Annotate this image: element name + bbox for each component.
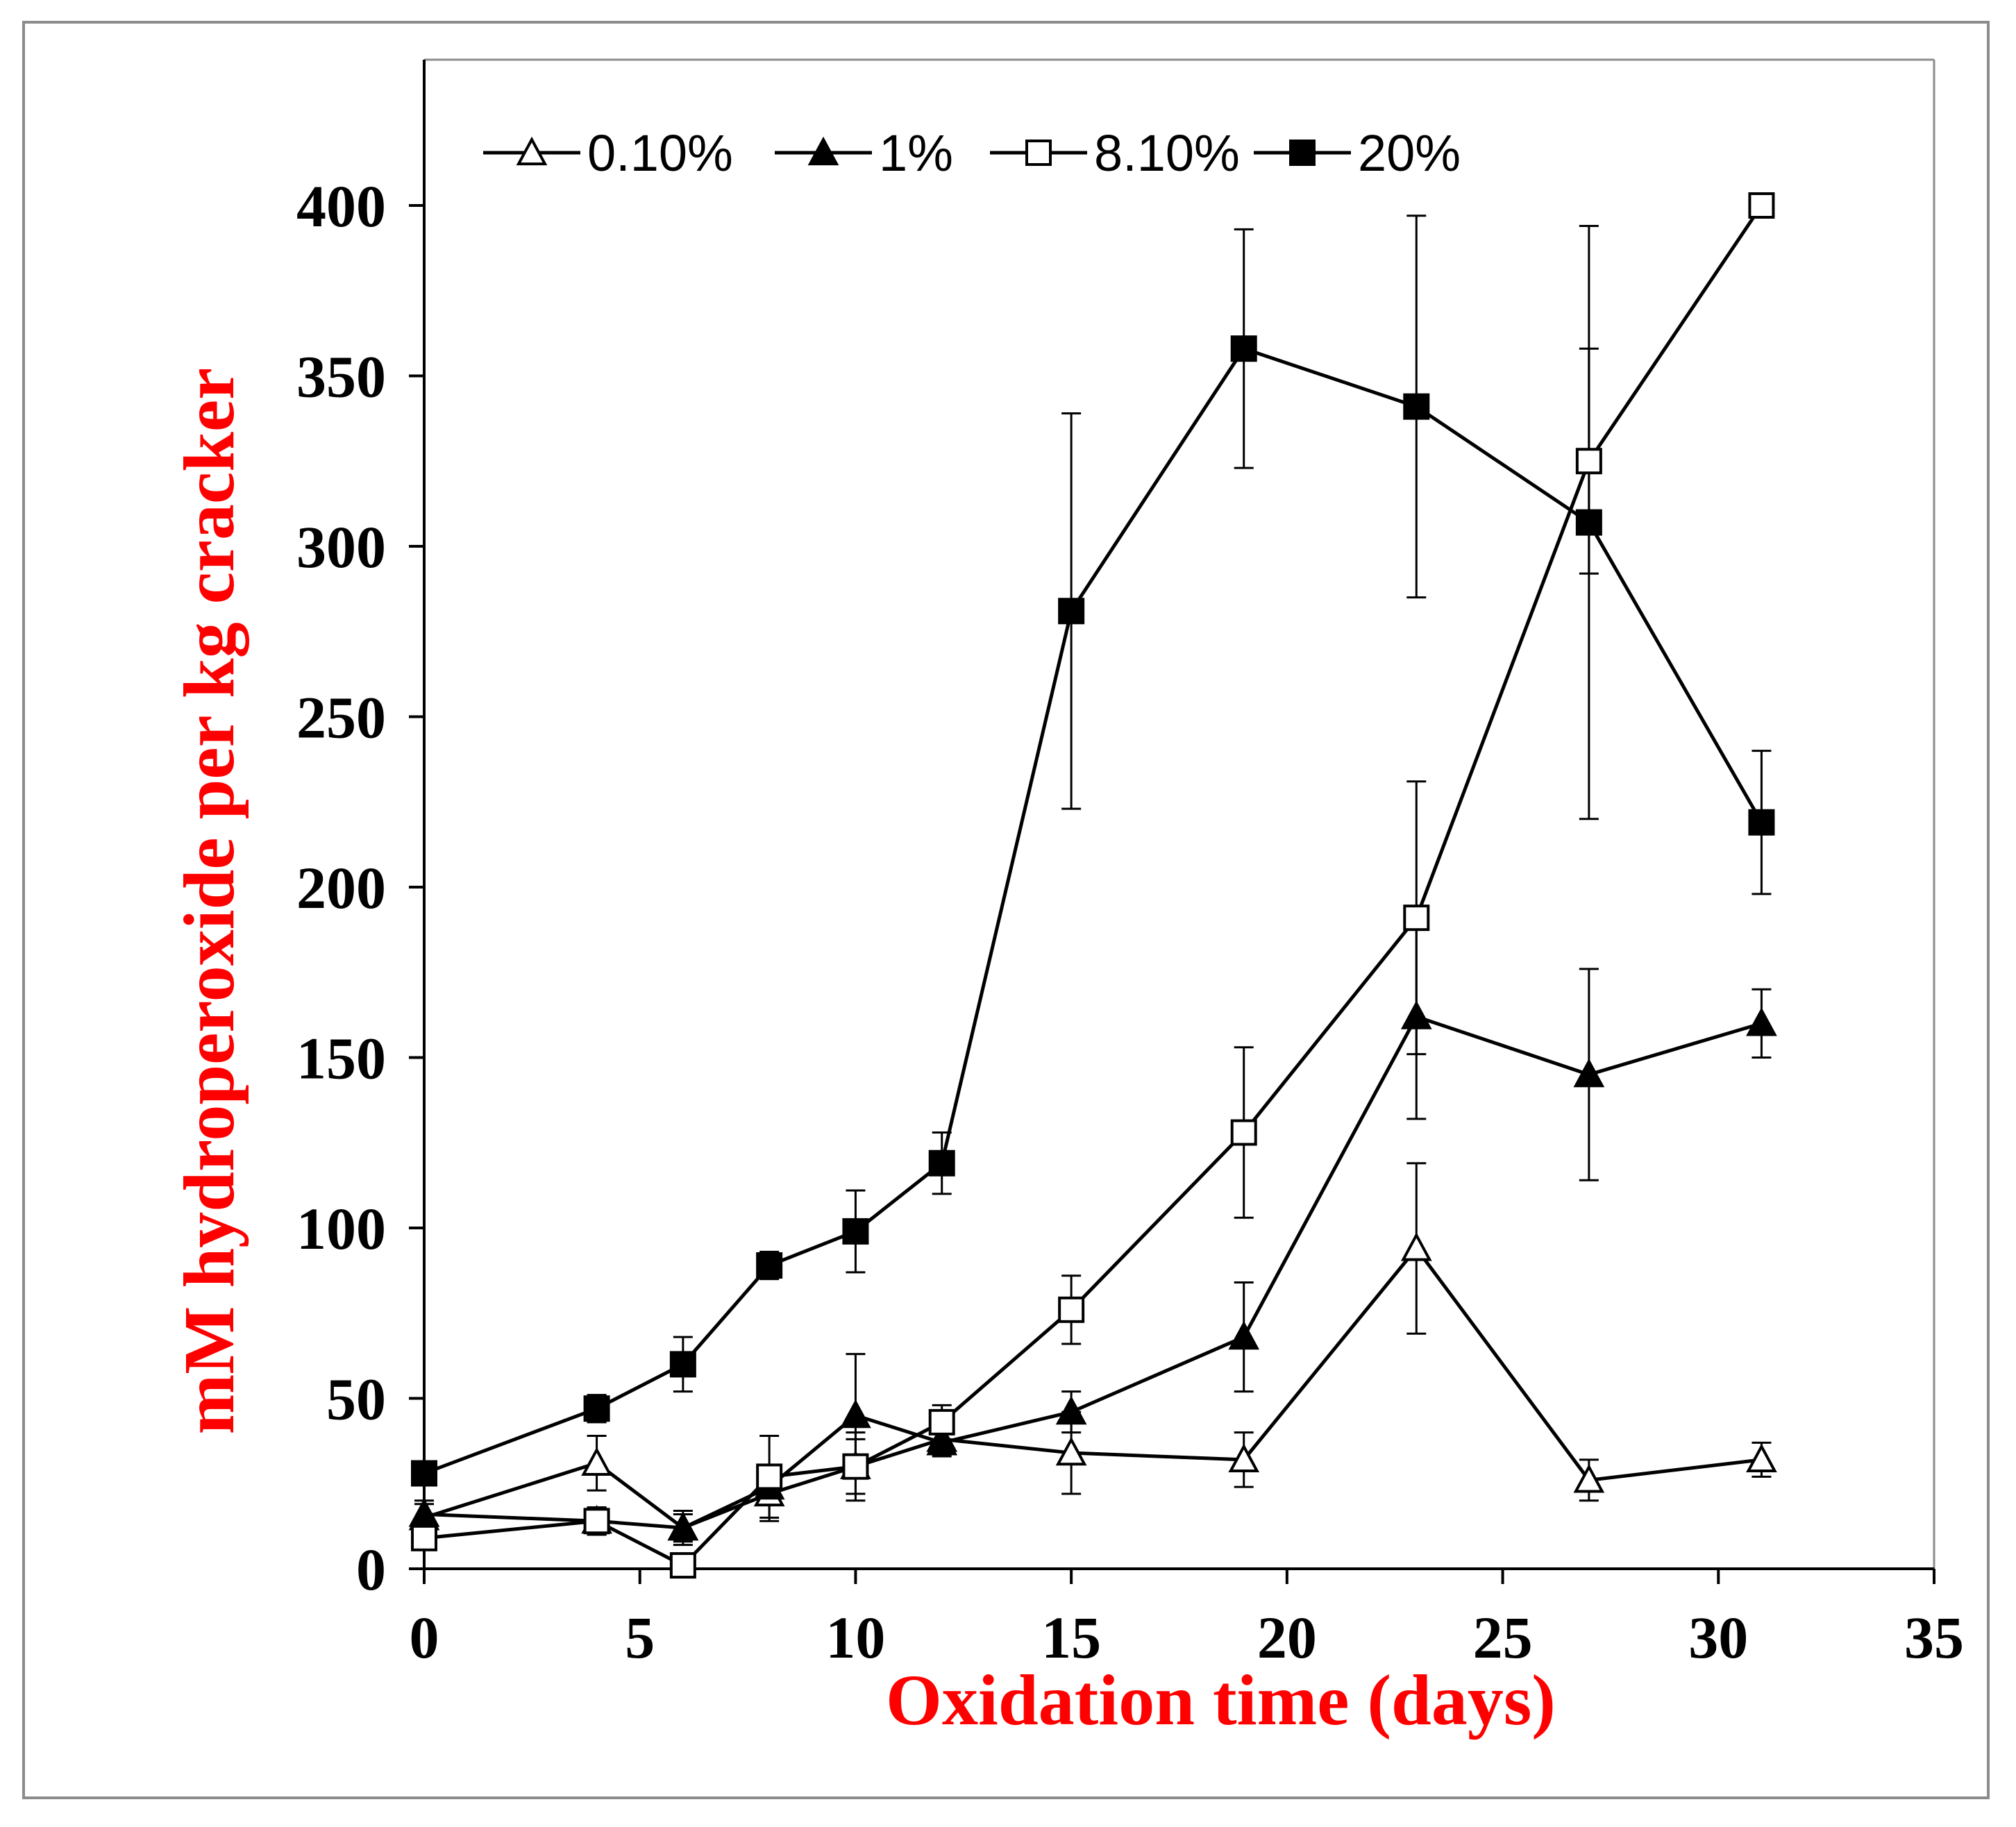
x-tick-label: 0 bbox=[410, 1604, 439, 1671]
series-markers bbox=[411, 194, 1774, 1577]
series-4-point bbox=[1404, 395, 1428, 419]
legend-item-1-label: 0.10% bbox=[587, 124, 733, 182]
series-3-point bbox=[930, 1411, 954, 1434]
series-4-point bbox=[671, 1352, 695, 1376]
series-2-point bbox=[1231, 1324, 1257, 1348]
series-3-point bbox=[843, 1455, 867, 1479]
series-3-point bbox=[671, 1554, 695, 1577]
legend-item-2-label: 1% bbox=[879, 124, 953, 182]
x-tick-label: 35 bbox=[1904, 1604, 1964, 1671]
y-tick-label: 0 bbox=[356, 1536, 386, 1603]
legend: 0.10% 1% 8.10% 20% bbox=[483, 124, 1461, 182]
series-4-point bbox=[412, 1462, 436, 1485]
x-tick-label: 10 bbox=[825, 1604, 885, 1671]
series-3-point bbox=[1059, 1298, 1083, 1322]
series-4-point bbox=[1232, 337, 1256, 360]
series-3-line bbox=[424, 205, 1761, 1565]
series-3-point bbox=[757, 1465, 781, 1488]
series-3-point bbox=[1577, 449, 1601, 473]
series-3-point bbox=[585, 1509, 609, 1533]
legend-item-3-swatch-marker bbox=[1027, 141, 1050, 165]
y-axis-title: mM hydroperoxide per kg cracker bbox=[169, 368, 249, 1435]
y-tick-label: 200 bbox=[296, 854, 386, 921]
error-bars bbox=[414, 216, 1771, 1572]
y-tick-label: 400 bbox=[296, 173, 386, 239]
series-lines bbox=[424, 205, 1761, 1565]
series-4-line bbox=[424, 348, 1761, 1473]
y-tick-label: 50 bbox=[326, 1366, 386, 1433]
x-tick-label: 5 bbox=[625, 1604, 655, 1671]
series-4-point bbox=[1749, 811, 1773, 834]
series-4-point bbox=[843, 1220, 867, 1243]
series-2-line bbox=[424, 1017, 1761, 1529]
legend-item-4-label: 20% bbox=[1358, 124, 1461, 182]
y-tick-label: 350 bbox=[296, 344, 386, 410]
series-1-point bbox=[584, 1450, 610, 1474]
legend-item-3-label: 8.10% bbox=[1094, 124, 1240, 182]
series-1-point bbox=[1748, 1447, 1774, 1471]
legend-item-4-swatch-marker bbox=[1291, 141, 1314, 165]
x-axis-title: Oxidation time (days) bbox=[886, 1660, 1556, 1740]
y-tick-label: 150 bbox=[296, 1025, 386, 1092]
series-2-point bbox=[842, 1402, 868, 1426]
series-4-point bbox=[757, 1254, 781, 1277]
series-3-point bbox=[1232, 1121, 1256, 1145]
series-4-point bbox=[1059, 599, 1083, 623]
series-4-point bbox=[1577, 511, 1601, 534]
x-tick-label: 30 bbox=[1688, 1604, 1748, 1671]
series-1-line bbox=[424, 1248, 1761, 1528]
y-tick-label: 100 bbox=[296, 1195, 386, 1262]
series-4-point bbox=[585, 1397, 609, 1420]
series-1-point bbox=[1403, 1235, 1429, 1259]
y-tick-label: 250 bbox=[296, 684, 386, 751]
chart-frame: 0 5 10 15 20 25 30 35 0 50 100 150 200 250 300 350 400 0… bbox=[22, 21, 1990, 1799]
series-3-point bbox=[1749, 194, 1773, 217]
series-2-point bbox=[1748, 1010, 1774, 1034]
series-2-point bbox=[1403, 1004, 1429, 1028]
y-tick-label: 300 bbox=[296, 514, 386, 580]
series-4-point bbox=[930, 1152, 954, 1175]
series-3-point bbox=[1404, 906, 1428, 929]
series-3-point bbox=[412, 1526, 436, 1550]
